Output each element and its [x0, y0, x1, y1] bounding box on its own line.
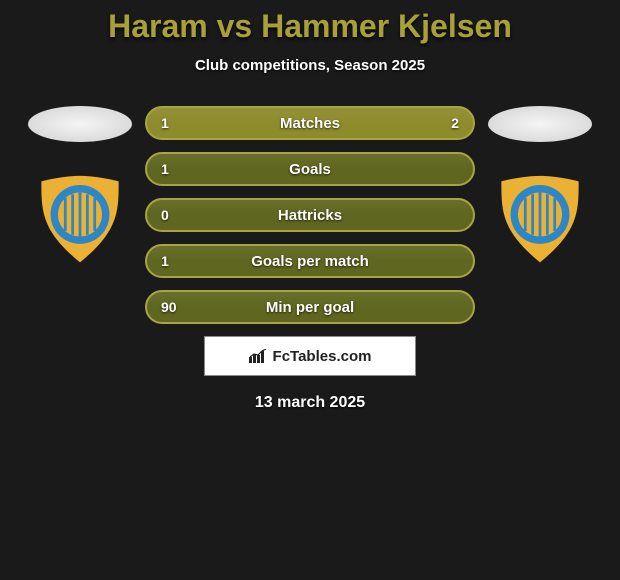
right-player-col [480, 106, 600, 266]
stat-bar: 90Min per goal [145, 290, 475, 324]
page-subtitle: Club competitions, Season 2025 [195, 57, 425, 74]
footer-date: 13 march 2025 [255, 394, 365, 412]
watermark: FcTables.com [204, 336, 416, 376]
player-photo-placeholder-left [28, 106, 132, 142]
stat-bar: 0Hattricks [145, 198, 475, 232]
watermark-text: FcTables.com [273, 348, 372, 365]
stat-value-left: 1 [161, 253, 169, 269]
left-player-col [20, 106, 140, 266]
player-photo-placeholder-right [488, 106, 592, 142]
stat-label: Hattricks [147, 207, 473, 224]
stat-label: Goals per match [147, 253, 473, 270]
stat-label: Min per goal [147, 299, 473, 316]
stat-value-left: 1 [161, 115, 169, 131]
stat-value-right: 2 [451, 115, 459, 131]
stat-label: Goals [147, 161, 473, 178]
stat-bar: 1Matches2 [145, 106, 475, 140]
stat-value-left: 1 [161, 161, 169, 177]
stat-label: Matches [147, 115, 473, 132]
stats-column: 1Matches21Goals0Hattricks1Goals per matc… [140, 106, 480, 324]
stat-value-left: 0 [161, 207, 169, 223]
page-title: Haram vs Hammer Kjelsen [108, 8, 512, 45]
stat-value-left: 90 [161, 299, 177, 315]
stat-bar: 1Goals [145, 152, 475, 186]
main-row: 1Matches21Goals0Hattricks1Goals per matc… [0, 106, 620, 324]
infographic-container: Haram vs Hammer Kjelsen Club competition… [0, 0, 620, 580]
stat-bar: 1Goals per match [145, 244, 475, 278]
club-badge-left [34, 174, 126, 266]
chart-icon [249, 349, 267, 363]
club-badge-right [494, 174, 586, 266]
